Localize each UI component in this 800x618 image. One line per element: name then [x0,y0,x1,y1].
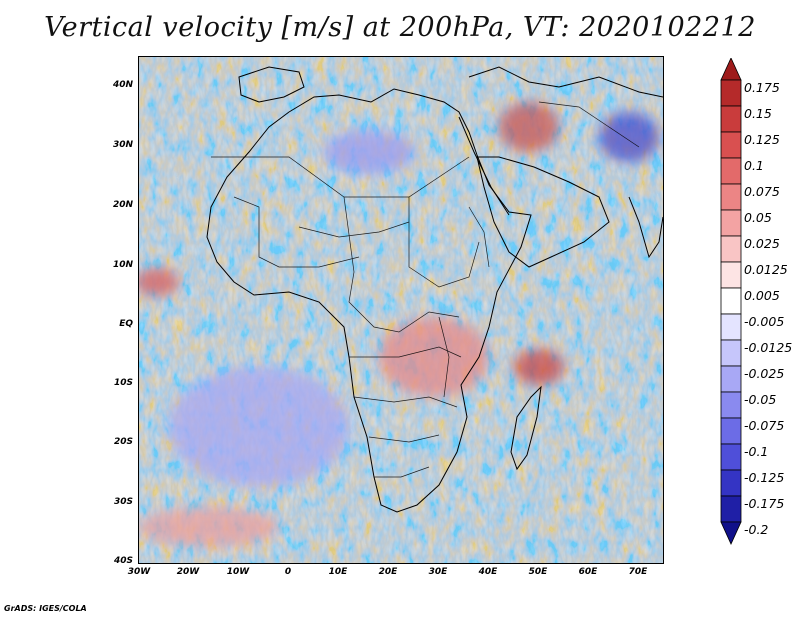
middle-east-coast [468,66,663,98]
lat-label-10n: 10N [112,260,133,270]
colorbar-label: 0.05 [744,210,772,225]
colorbar-label: 0.025 [744,236,780,251]
colorbar-segment [720,495,742,523]
lon-label-20e: 20E [378,567,398,577]
lat-label-eq: EQ [119,319,133,329]
colorbar-label: 0.0125 [744,262,788,277]
colorbar-label: -0.1 [744,444,769,459]
africa-coastline [206,88,532,513]
lon-label-70e: 70E [628,567,648,577]
colorbar-label: -0.075 [744,418,785,433]
downward-zone-south-atlantic [169,367,349,487]
colorbar-label: -0.2 [744,522,769,537]
colorbar-segment [720,261,742,289]
colorbar-label: 0.075 [744,184,780,199]
lon-label-10e: 10E [328,567,348,577]
lon-label-40e: 40E [478,567,498,577]
madagascar-outline [510,385,542,471]
colorbar-label: 0.1 [744,158,764,173]
colorbar-segment [720,391,742,419]
upward-zone-west-atlantic [139,268,179,296]
colorbar-segment [720,235,742,263]
map-area[interactable] [138,56,664,564]
colorbar-segment [720,443,742,471]
colorbar-arrow-top [720,58,742,81]
colorbar-arrow-bottom [720,521,742,545]
lat-label-20s: 20S [113,437,133,447]
lat-label-30n: 30N [112,140,133,150]
upward-zone-indian-ocean [514,349,564,385]
colorbar-label: 0.125 [744,132,780,147]
colorbar [720,58,742,545]
lat-label-30s: 30S [113,497,133,507]
lon-label-30w: 30W [127,567,151,577]
lat-label-40n: 40N [112,80,133,90]
vertical-velocity-map [139,57,663,563]
colorbar-label: -0.05 [744,392,777,407]
credit-text: GrADS: IGES/COLA [4,604,87,613]
downward-zone-sahara [324,130,414,174]
india-coast [628,196,663,259]
colorbar-segment [720,183,742,211]
lon-label-30e: 30E [428,567,448,577]
colorbar-label: -0.125 [744,470,785,485]
colorbar-label: -0.005 [744,314,785,329]
colorbar-segment [720,79,742,107]
country-borders [211,101,640,478]
upward-zone-arabia [499,102,559,152]
colorbar-label: 0.005 [744,288,780,303]
upward-zone-central-africa [379,317,489,397]
lat-label-40s: 40S [113,556,133,566]
lon-label-0: 0 [284,567,292,577]
colorbar-segment [720,157,742,185]
downward-zone-tibet [599,112,659,162]
iberia-outline [238,66,305,103]
field-streaks [139,57,663,563]
colorbar-label: -0.0125 [744,340,793,355]
upward-zone-south-pacific [139,507,279,547]
colorbar-segment [720,105,742,133]
colorbar-segment [720,313,742,341]
red-sea-coast [458,116,510,216]
colorbar-segment [720,209,742,237]
lat-label-10s: 10S [113,378,133,388]
lon-label-60e: 60E [578,567,598,577]
map-title: Vertical velocity [m/s] at 200hPa, VT: 2… [44,12,756,43]
colorbar-segment [720,469,742,497]
lon-label-50e: 50E [528,567,548,577]
colorbar-label: -0.175 [744,496,785,511]
lon-label-10w: 10W [226,567,250,577]
lat-label-20n: 20N [112,200,133,210]
colorbar-segment [720,365,742,393]
colorbar-segment [720,131,742,159]
colorbar-segment [720,339,742,367]
colorbar-segment [720,417,742,445]
lon-label-20w: 20W [176,567,200,577]
coastlines [206,66,663,513]
colorbar-segment [720,287,742,315]
arabian-peninsula-outline [476,156,610,268]
colorbar-label: 0.175 [744,80,780,95]
colorbar-label: -0.025 [744,366,785,381]
colorbar-label: 0.15 [744,106,772,121]
